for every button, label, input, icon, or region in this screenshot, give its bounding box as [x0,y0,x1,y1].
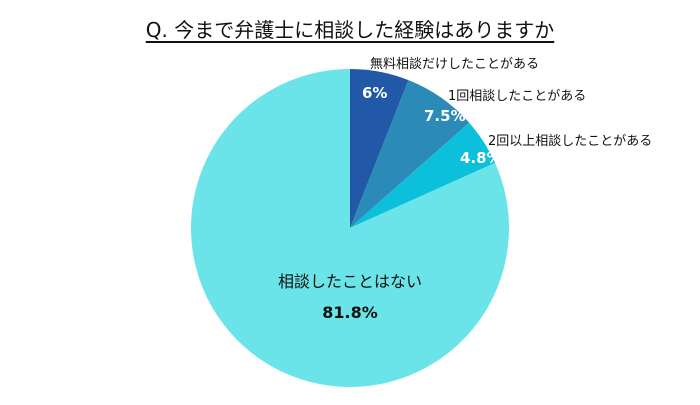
chart-title: Q. 今まで弁護士に相談した経験はありますか [145,18,555,42]
slice-label: 相談したことはない [278,272,422,291]
pie-slice [350,122,496,228]
pie-slice [350,80,470,228]
slice-value-label: 6% [362,84,387,102]
slice-value-label: 7.5% [424,107,466,125]
slice-label: 無料相談だけしたことがある [370,56,539,72]
pie-slice [350,69,409,228]
slice-value-label: 4.8% [460,149,502,167]
pie-slice [191,68,510,387]
slice-label: 1回相談したことがある [448,88,586,104]
slice-value-label: 81.8% [322,303,378,322]
slice-label: 2回以上相談したことがある [488,133,652,149]
